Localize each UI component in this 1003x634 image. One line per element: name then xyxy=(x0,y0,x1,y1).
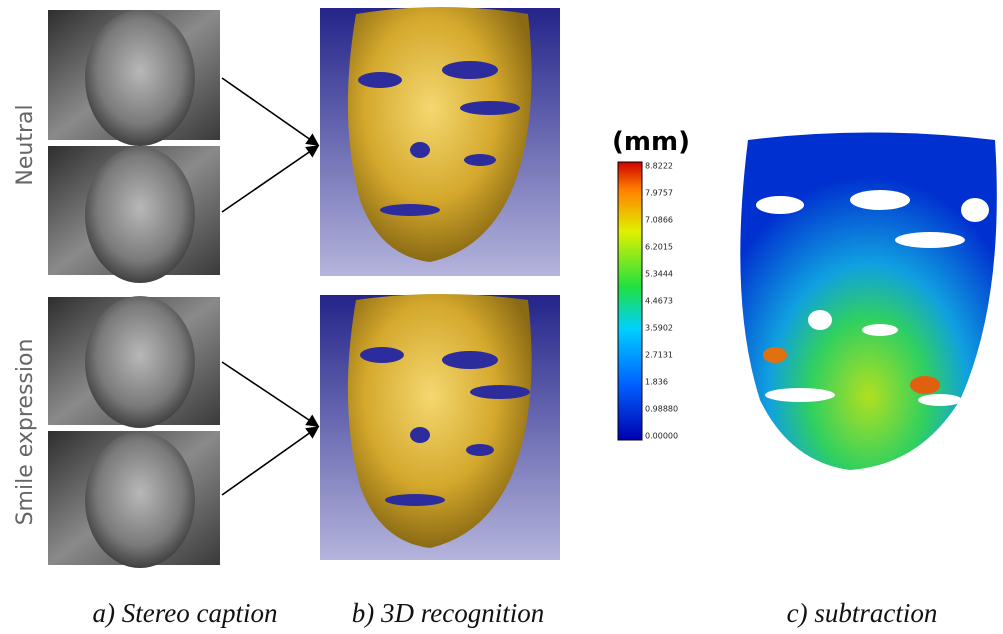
caption: a) Stereo caption xyxy=(93,598,278,628)
colorbar-tick-label: 8.8222 xyxy=(645,162,673,171)
colorbar-tick-label: 4.4673 xyxy=(645,297,673,306)
arrow xyxy=(221,77,320,146)
holes xyxy=(360,347,530,506)
colorbar-tick-label: 7.0866 xyxy=(645,216,673,225)
colorbar xyxy=(617,161,643,441)
arrow xyxy=(221,361,320,427)
panel-3d xyxy=(320,294,560,560)
photos xyxy=(48,10,220,568)
face-photo xyxy=(85,147,195,283)
hot-spot xyxy=(910,376,940,394)
colorbar-unit: (mm) xyxy=(612,127,690,157)
heatmap-face xyxy=(740,132,997,470)
colorbar-tick-label: 6.2015 xyxy=(645,243,673,252)
arrow xyxy=(221,145,320,213)
face-photo xyxy=(85,296,195,428)
side-label: Smile expression xyxy=(13,339,38,526)
colorbar-tick-label: 0.98880 xyxy=(645,405,678,414)
caption: c) subtraction xyxy=(787,598,938,628)
panel-3d xyxy=(320,7,560,276)
arrows xyxy=(221,77,320,496)
colorbar-tick-label: 1.836 xyxy=(645,378,668,387)
colorbar-ticks: 8.8222 7.9757 7.0866 6.2015 5.3444 4.4673 3.59… xyxy=(645,162,678,441)
hot-spot xyxy=(763,347,787,363)
face-photo xyxy=(85,10,195,146)
colorbar-tick-label: 0.00000 xyxy=(645,432,678,441)
holes xyxy=(358,61,520,216)
heat-mesh xyxy=(740,132,997,470)
colorbar-tick-label: 2.7131 xyxy=(645,351,673,360)
caption: b) 3D recognition xyxy=(352,598,544,628)
arrow xyxy=(221,426,320,496)
side-label: Neutral xyxy=(13,104,38,185)
holes xyxy=(756,190,989,406)
face-photo xyxy=(85,432,195,568)
colorbar-tick-label: 3.5902 xyxy=(645,324,673,333)
colorbar-tick-label: 7.9757 xyxy=(645,189,673,198)
colorbar-tick-label: 5.3444 xyxy=(645,270,673,279)
